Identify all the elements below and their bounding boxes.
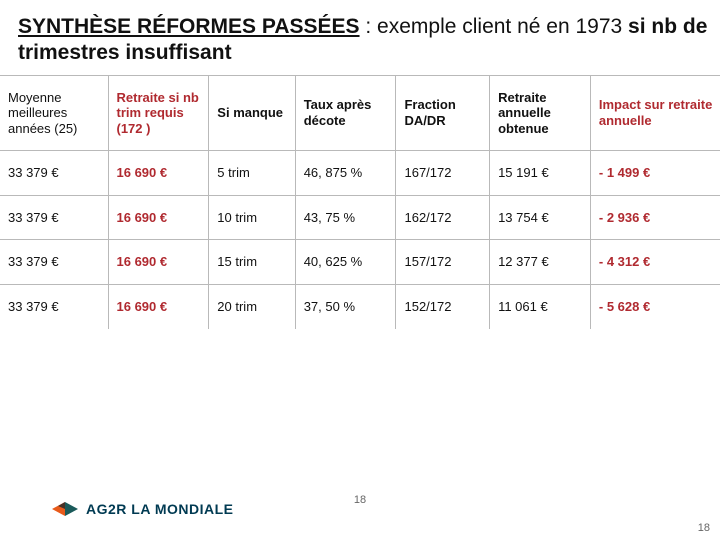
table-header-cell: Retraite si nb trim requis (172 )	[108, 75, 209, 151]
table-cell: 10 trim	[209, 195, 295, 240]
table-row: 33 379 €16 690 €5 trim46, 875 %167/17215…	[0, 151, 720, 196]
table-cell: 20 trim	[209, 285, 295, 329]
table-cell: 33 379 €	[0, 151, 108, 196]
table-cell: 16 690 €	[108, 240, 209, 285]
table-cell: 40, 625 %	[295, 240, 396, 285]
title-part-1: SYNTHÈSE RÉFORMES PASSÉES	[18, 15, 360, 38]
table-cell: 16 690 €	[108, 151, 209, 196]
table-cell: 33 379 €	[0, 285, 108, 329]
table-header-row: Moyenne meilleures années (25)Retraite s…	[0, 75, 720, 151]
brand-logo: AG2R LA MONDIALE	[52, 496, 233, 522]
table-cell: 167/172	[396, 151, 490, 196]
logo-icon	[52, 496, 78, 522]
table-cell: 43, 75 %	[295, 195, 396, 240]
page-number-center: 18	[354, 494, 366, 506]
table-cell: 12 377 €	[490, 240, 591, 285]
table-cell: 16 690 €	[108, 285, 209, 329]
table-cell: - 5 628 €	[590, 285, 720, 329]
table-cell: 5 trim	[209, 151, 295, 196]
table-cell: 16 690 €	[108, 195, 209, 240]
table-cell: 33 379 €	[0, 195, 108, 240]
table-cell: - 4 312 €	[590, 240, 720, 285]
logo-text: AG2R LA MONDIALE	[86, 501, 233, 517]
table-row: 33 379 €16 690 €15 trim40, 625 %157/1721…	[0, 240, 720, 285]
table-cell: - 1 499 €	[590, 151, 720, 196]
table-cell: 11 061 €	[490, 285, 591, 329]
table-cell: 33 379 €	[0, 240, 108, 285]
table-cell: 15 trim	[209, 240, 295, 285]
table-cell: 152/172	[396, 285, 490, 329]
table-cell: 13 754 €	[490, 195, 591, 240]
table-header-cell: Fraction DA/DR	[396, 75, 490, 151]
table-cell: 46, 875 %	[295, 151, 396, 196]
table-cell: 37, 50 %	[295, 285, 396, 329]
table-row: 33 379 €16 690 €10 trim43, 75 %162/17213…	[0, 195, 720, 240]
table-header-cell: Moyenne meilleures années (25)	[0, 75, 108, 151]
table-header-cell: Si manque	[209, 75, 295, 151]
table-row: 33 379 €16 690 €20 trim37, 50 %152/17211…	[0, 285, 720, 329]
table-header-cell: Taux après décote	[295, 75, 396, 151]
table-cell: 162/172	[396, 195, 490, 240]
table-header-cell: Retraite annuelle obtenue	[490, 75, 591, 151]
synthesis-table: Moyenne meilleures années (25)Retraite s…	[0, 75, 720, 329]
table-header-cell: Impact sur retraite annuelle	[590, 75, 720, 151]
title-part-2: : exemple client né en 1973	[360, 15, 629, 38]
footer: AG2R LA MONDIALE 18 18	[0, 480, 720, 540]
page-title: SYNTHÈSE RÉFORMES PASSÉES : exemple clie…	[0, 0, 720, 75]
table-cell: 157/172	[396, 240, 490, 285]
page-number-right: 18	[698, 522, 710, 534]
table-cell: 15 191 €	[490, 151, 591, 196]
table-cell: - 2 936 €	[590, 195, 720, 240]
